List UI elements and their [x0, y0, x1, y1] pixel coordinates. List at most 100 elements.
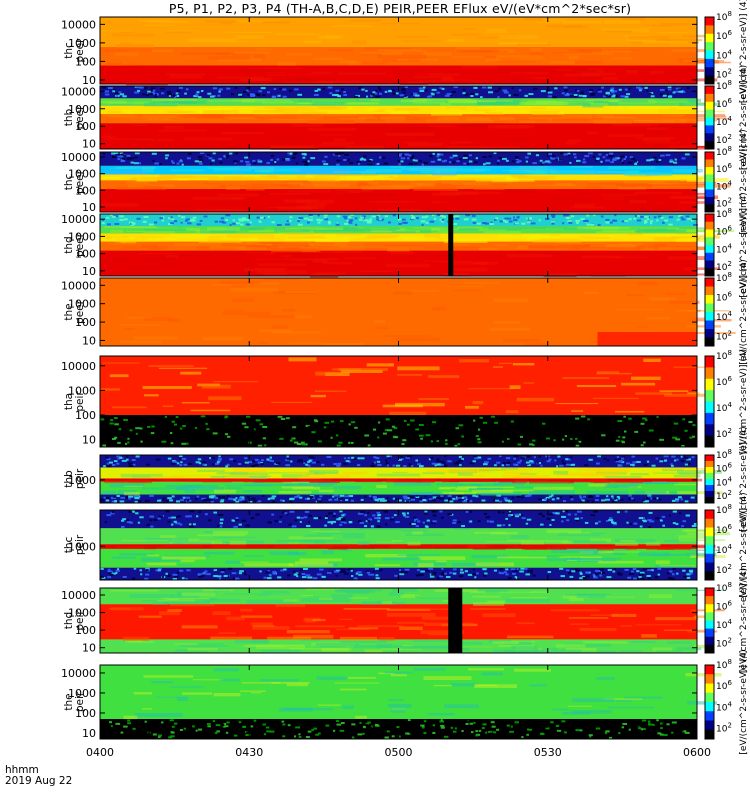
time-axis-caption: hhmm 2019 Aug 22 [5, 765, 72, 787]
panel-5-label: thepeer [63, 299, 86, 324]
colorbar-tick: 102 [716, 196, 732, 209]
energy-band [100, 414, 697, 447]
colorbar-tick: 108 [716, 145, 732, 158]
colorbar-title: [eV/(cm^2-s-sr-eV)] (4) [739, 259, 749, 364]
panel-6-label: thapeir [63, 391, 86, 412]
y-tick-label: 10 [82, 201, 96, 214]
y-tick-label: 10000 [61, 213, 96, 226]
y-tick-label: 1000 [68, 607, 96, 620]
energy-band [100, 718, 697, 739]
colorbar-tick: 104 [716, 115, 732, 128]
panel-1-label: thcpeer [63, 38, 86, 63]
panel-8-colorbar: 102 104 106 108 [eV/(cm^2-s-sr-eV)] (4) [704, 492, 749, 598]
y-tick-label: 10 [82, 74, 96, 87]
panel-6-spectrogram [100, 356, 716, 447]
data-gap [448, 214, 454, 276]
x-tick-label: 0500 [385, 746, 413, 759]
y-tick-label: 10 [82, 138, 96, 151]
colorbar-tick: 106 [716, 29, 732, 42]
panel-4-colorbar: 102 104 106 108 [eV/(cm^2-s-sr-eV)] (4) [704, 192, 749, 298]
time-format-label: hhmm [5, 764, 39, 776]
colorbar-tick: 102 [716, 67, 732, 80]
y-tick-label: 1000 [68, 103, 96, 116]
panel-1-colorbar: 102 104 106 108 [eV/(cm^2-s-sr-eV)] (4) [704, 0, 749, 103]
y-tick-label: 1000 [68, 230, 96, 243]
panel-3-spectrogram [100, 152, 731, 213]
y-tick-label: 100 [75, 624, 96, 637]
colorbar-tick: 108 [716, 207, 732, 220]
colorbar-tick: 104 [716, 543, 732, 556]
colorbar-tick: 102 [716, 563, 732, 576]
panel-4-spectrogram [100, 214, 734, 278]
y-tick-label: 1000 [68, 384, 96, 397]
colorbar-tick: 106 [716, 600, 732, 613]
y-tick-label: 100 [75, 248, 96, 261]
colorbar-tick: 106 [716, 523, 732, 536]
colorbar-title: [eV/(cm^2-s-sr-eV)] (4) [739, 568, 749, 673]
y-tick-label: 100 [75, 120, 96, 133]
panel-3-label: thcpeer [63, 169, 86, 194]
colorbar-tick: 106 [716, 225, 732, 238]
energy-band [100, 98, 697, 106]
panel-9-colorbar: 102 104 106 108 [eV/(cm^2-s-sr-eV)] (4) [704, 568, 749, 673]
y-tick-label: 10 [82, 727, 96, 740]
y-tick-label: 10000 [61, 589, 96, 602]
colorbar-tick: 106 [716, 162, 732, 175]
x-tick-label: 0400 [86, 746, 114, 759]
colorbar-tick: 102 [716, 427, 732, 440]
colorbar-tick: 102 [716, 721, 732, 734]
y-tick-label: 10000 [61, 85, 96, 98]
y-tick-label: 1000 [68, 687, 96, 700]
colorbar-tick: 104 [716, 700, 732, 713]
colorbar-tick: 104 [716, 475, 732, 488]
colorbar-title: [eV/(cm^2-s-sr-eV)] (4) [739, 192, 749, 297]
panel-7-spectrogram [100, 455, 723, 503]
panel-1-spectrogram [100, 17, 731, 86]
y-tick-label: 1000 [68, 540, 96, 553]
colorbar-tick: 104 [716, 618, 732, 631]
colorbar-tick: 106 [716, 462, 732, 475]
energy-band [100, 180, 697, 190]
colorbar-tick: 106 [716, 679, 732, 692]
panel-2-colorbar: 102 104 106 108 [eV/(cm^2-s-sr-eV)] (4) [704, 65, 749, 170]
colorbar-title: [eV/(cm^2-s-sr-eV)] (4) [739, 0, 749, 103]
colorbar-tick: 102 [716, 489, 732, 502]
colorbar-tick: 106 [716, 375, 732, 388]
y-tick-label: 10000 [61, 360, 96, 373]
colorbar-tick: 108 [716, 503, 732, 516]
colorbar-tick: 108 [716, 349, 732, 362]
colorbar-tick: 102 [716, 637, 732, 650]
panel-2-spectrogram [100, 86, 731, 150]
y-tick-label: 10 [82, 334, 96, 347]
date-label: 2019 Aug 22 [5, 775, 73, 787]
colorbar-title: [eV/(cm^2-s-sr-eV)] (4) [739, 492, 749, 597]
colorbar-title: [eV/(cm^2-s-sr-eV)] (4) [739, 129, 749, 234]
y-tick-label: 10000 [61, 667, 96, 680]
panel-8-label: thcpeir [63, 534, 86, 555]
x-tick-label: 0430 [235, 746, 263, 759]
y-tick-label: 10 [82, 434, 96, 447]
colorbar-title: [eV/(cm^2-s-sr-eV)] (4) [739, 426, 749, 531]
panel-10-colorbar: 102 104 106 108 [eV/(cm^2-s-sr-eV)] (4) [704, 649, 749, 755]
y-tick-label: 10000 [61, 151, 96, 164]
data-gap [448, 588, 463, 653]
colorbar-tick: 102 [716, 260, 732, 273]
panel-10-spectrogram [100, 665, 722, 739]
panel-5-spectrogram [100, 278, 736, 347]
page-title: P5, P1, P2, P3, P4 (TH-A,B,C,D,E) PEIR,P… [168, 1, 632, 16]
energy-band [100, 241, 697, 251]
x-tick-label: 0530 [534, 746, 562, 759]
colorbar-tick: 102 [716, 133, 732, 146]
y-tick-label: 10 [82, 265, 96, 278]
y-tick-label: 100 [75, 409, 96, 422]
panel-7-label: thbpeir [63, 468, 86, 489]
panel-8-spectrogram [100, 510, 730, 580]
colorbar-tick: 104 [716, 310, 732, 323]
colorbar-title: [eV/(cm^2-s-sr-eV)] (4) [739, 649, 749, 754]
colorbar-tick: 106 [716, 290, 732, 303]
x-tick-label: 0600 [683, 746, 711, 759]
panel-6-colorbar: 102 104 106 108 [eV/(cm^2-s-sr-eV)] (4) [704, 349, 749, 454]
panel-10-label: thepeir [63, 691, 86, 712]
